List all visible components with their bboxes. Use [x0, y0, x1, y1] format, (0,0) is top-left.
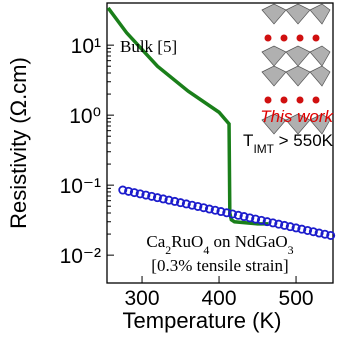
annotation-text: RuO — [171, 232, 203, 251]
annotation-subscript: IMT — [253, 142, 273, 156]
annotation-text: T — [243, 131, 253, 150]
x-tick-label: 300 — [125, 287, 160, 310]
annotation-text: Ca — [146, 232, 165, 251]
annotation: This work — [260, 107, 334, 126]
annotation-text: Bulk [5] — [120, 37, 177, 56]
annotation: [0.3% tensile strain] — [151, 256, 288, 275]
x-tick-label: 500 — [279, 287, 314, 310]
y-axis-label: Resistivity (Ω.cm) — [6, 57, 31, 229]
annotation-text: > 550K — [274, 131, 334, 150]
chart: Temperature (K) Resistivity (Ω.cm) 300 40… — [0, 0, 338, 338]
annotation-text: This work — [260, 107, 334, 126]
annotation: Bulk [5] — [120, 37, 177, 56]
annotation: TIMT > 550K — [243, 131, 334, 156]
y-tick-label: 10¹ — [71, 35, 101, 58]
x-axis-label: Temperature (K) — [123, 308, 282, 333]
y-tick-label: 10⁻² — [60, 245, 101, 268]
annotation-text: [0.3% tensile strain] — [151, 256, 288, 275]
annotation: Ca2RuO4 on NdGaO3 — [146, 232, 293, 257]
y-tick-label: 10⁰ — [69, 105, 101, 128]
annotation-subscript: 3 — [288, 243, 294, 257]
y-tick-label: 10⁻¹ — [60, 175, 101, 198]
annotation-text: on NdGaO — [209, 232, 287, 251]
page: {"chart_data": {"type": "line", "x_label… — [0, 0, 338, 338]
x-tick-label: 400 — [202, 287, 237, 310]
